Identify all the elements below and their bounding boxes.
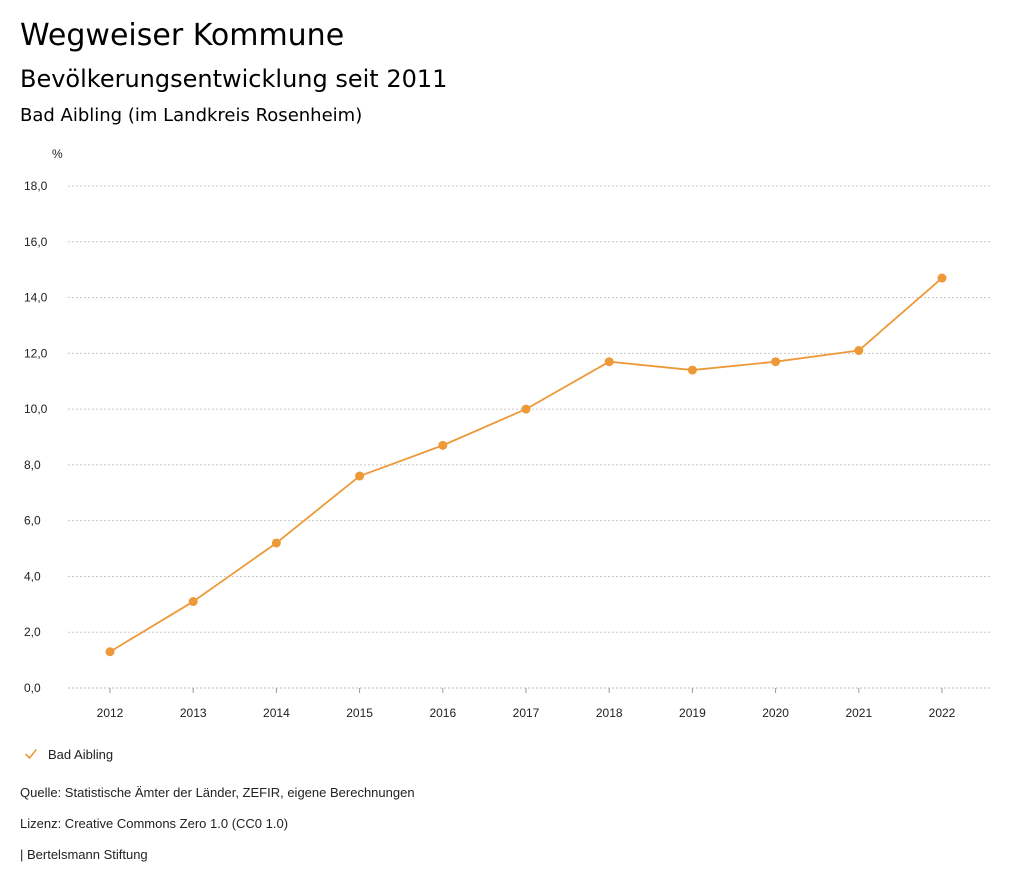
x-tick-label: 2021 <box>845 706 872 720</box>
x-tick-label: 2014 <box>263 706 290 720</box>
x-tick-label: 2020 <box>762 706 789 720</box>
y-tick-label: 0,0 <box>24 681 41 695</box>
y-tick-label: 6,0 <box>24 514 41 528</box>
data-point[interactable] <box>771 357 781 367</box>
data-point[interactable] <box>521 404 531 414</box>
y-tick-label: 18,0 <box>24 179 48 193</box>
y-tick-label: 12,0 <box>24 346 48 360</box>
chart-subtitle: Bevölkerungsentwicklung seit 2011 <box>20 65 448 93</box>
y-tick-label: 8,0 <box>24 458 41 472</box>
region-label: Bad Aibling (im Landkreis Rosenheim) <box>20 105 363 126</box>
data-point[interactable] <box>188 597 198 607</box>
y-tick-label: 10,0 <box>24 402 48 416</box>
data-point[interactable] <box>105 647 115 657</box>
license-note: Lizenz: Creative Commons Zero 1.0 (CC0 1… <box>20 816 289 831</box>
y-tick-label: 16,0 <box>24 235 48 249</box>
grid-lines <box>68 185 990 689</box>
x-tick-label: 2022 <box>929 706 956 720</box>
x-tick-label: 2019 <box>679 706 706 720</box>
publisher-note: | Bertelsmann Stiftung <box>20 847 148 862</box>
y-tick-label: 2,0 <box>24 625 41 639</box>
series-bad-aibling <box>105 273 947 657</box>
data-point[interactable] <box>937 273 947 283</box>
data-point[interactable] <box>355 471 365 481</box>
data-point[interactable] <box>271 538 281 548</box>
data-point[interactable] <box>438 440 448 450</box>
data-point[interactable] <box>687 365 697 375</box>
page-title: Wegweiser Kommune <box>20 18 345 53</box>
line-chart: % 0,0 2,0 4,0 6,0 8,0 10,0 12,0 14,0 16,0 18,0 2012… <box>24 147 990 720</box>
y-tick-label: 4,0 <box>24 569 41 583</box>
y-unit-label: % <box>52 147 63 161</box>
check-icon <box>25 749 37 759</box>
x-tick-label: 2013 <box>180 706 207 720</box>
chart-legend[interactable]: Bad Aibling <box>24 744 113 764</box>
x-tick-label: 2015 <box>346 706 373 720</box>
x-tick-label: 2012 <box>97 706 124 720</box>
x-tick-label: 2016 <box>429 706 456 720</box>
x-tick-label: 2017 <box>513 706 540 720</box>
source-note: Quelle: Statistische Ämter der Länder, Z… <box>20 785 415 800</box>
data-point[interactable] <box>854 346 864 356</box>
y-tick-label: 14,0 <box>24 291 48 305</box>
data-point[interactable] <box>604 357 614 367</box>
legend-label: Bad Aibling <box>48 746 114 762</box>
axes: % 0,0 2,0 4,0 6,0 8,0 10,0 12,0 14,0 16,0 18,0 2012… <box>24 147 956 720</box>
x-tick-label: 2018 <box>596 706 623 720</box>
